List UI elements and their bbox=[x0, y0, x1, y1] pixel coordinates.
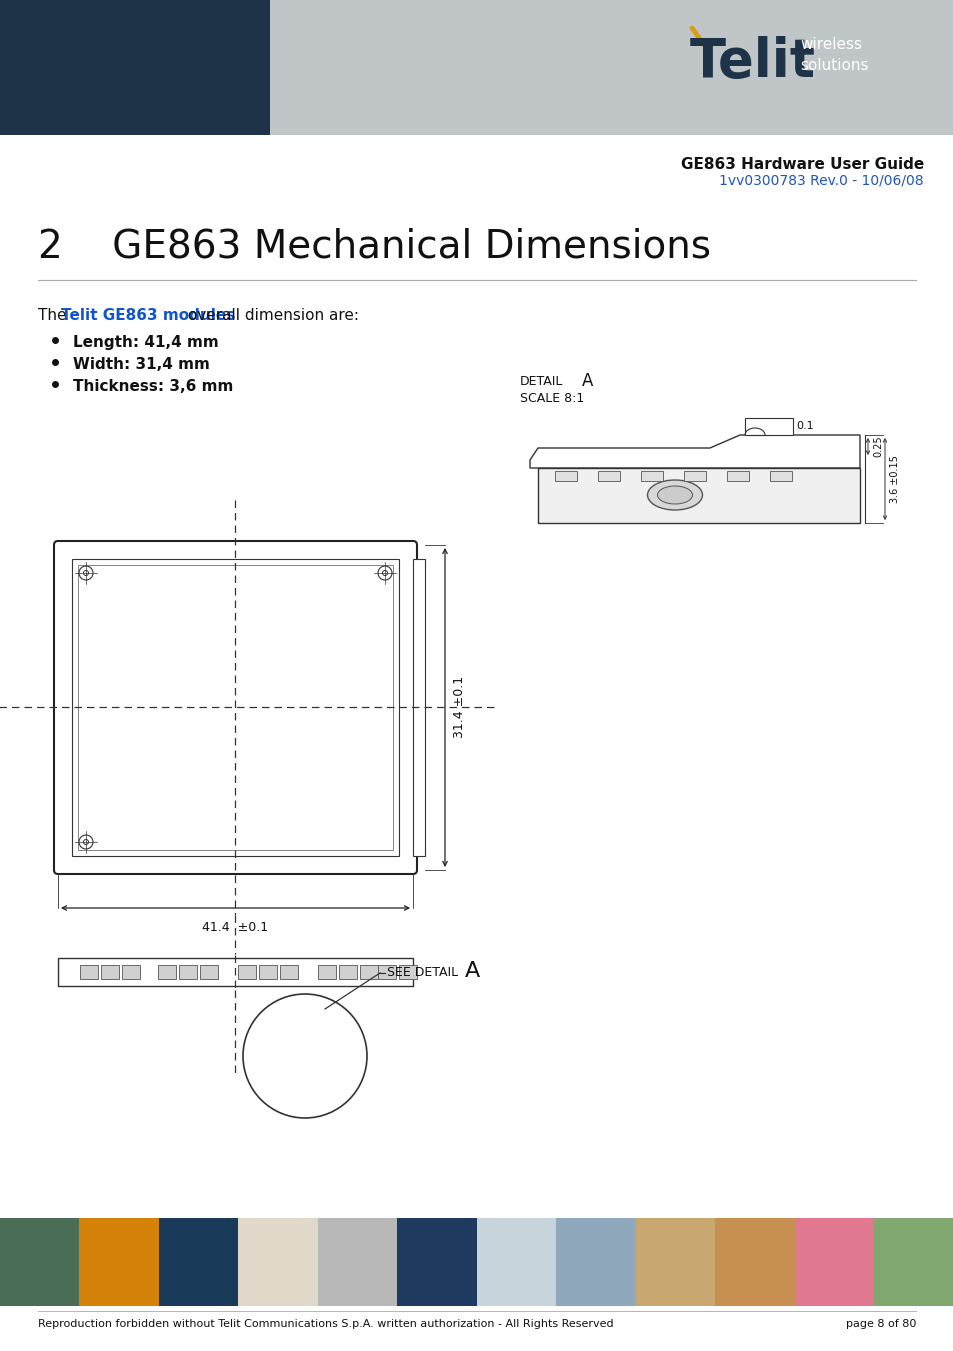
Bar bbox=[794, 1219, 875, 1306]
Bar bbox=[476, 1219, 557, 1306]
Bar bbox=[398, 965, 416, 979]
Bar bbox=[413, 559, 424, 857]
Bar bbox=[874, 1219, 953, 1306]
Bar bbox=[58, 958, 413, 986]
FancyBboxPatch shape bbox=[54, 540, 416, 874]
Bar bbox=[317, 965, 335, 979]
Bar bbox=[769, 471, 791, 481]
Text: The: The bbox=[38, 308, 71, 323]
Bar bbox=[238, 1219, 318, 1306]
Text: 0.25: 0.25 bbox=[872, 435, 882, 457]
Ellipse shape bbox=[647, 480, 701, 509]
Bar bbox=[122, 965, 140, 979]
Bar bbox=[555, 471, 577, 481]
Bar bbox=[258, 965, 276, 979]
Text: A: A bbox=[581, 372, 593, 390]
Bar bbox=[683, 471, 705, 481]
Ellipse shape bbox=[657, 486, 692, 504]
Text: 2    GE863 Mechanical Dimensions: 2 GE863 Mechanical Dimensions bbox=[38, 228, 710, 266]
Bar bbox=[280, 965, 297, 979]
Bar bbox=[359, 965, 377, 979]
Text: Telit: Telit bbox=[689, 36, 815, 88]
Text: wireless
solutions: wireless solutions bbox=[800, 36, 867, 73]
Bar bbox=[0, 1219, 80, 1306]
Bar bbox=[556, 1219, 637, 1306]
Bar bbox=[338, 965, 356, 979]
Bar bbox=[0, 0, 270, 135]
Bar bbox=[200, 965, 218, 979]
Text: 41.4  ±0.1: 41.4 ±0.1 bbox=[202, 921, 268, 934]
Bar bbox=[158, 965, 175, 979]
Bar bbox=[80, 965, 98, 979]
Text: Reproduction forbidden without Telit Communications S.p.A. written authorization: Reproduction forbidden without Telit Com… bbox=[38, 1319, 613, 1329]
Bar bbox=[159, 1219, 239, 1306]
Bar bbox=[79, 1219, 160, 1306]
Text: Telit GE863 modules: Telit GE863 modules bbox=[61, 308, 235, 323]
Bar bbox=[744, 417, 792, 435]
Text: 3.6 ±0.15: 3.6 ±0.15 bbox=[889, 455, 899, 503]
Text: Thickness: 3,6 mm: Thickness: 3,6 mm bbox=[73, 380, 233, 394]
Text: SCALE 8:1: SCALE 8:1 bbox=[519, 392, 583, 405]
Text: page 8 of 80: page 8 of 80 bbox=[844, 1319, 915, 1329]
Bar bbox=[71, 559, 398, 857]
Bar bbox=[237, 965, 255, 979]
Text: A: A bbox=[464, 961, 479, 981]
Bar bbox=[726, 471, 748, 481]
Bar bbox=[101, 965, 119, 979]
Text: 1vv0300783 Rev.0 - 10/06/08: 1vv0300783 Rev.0 - 10/06/08 bbox=[719, 174, 923, 188]
Bar bbox=[598, 471, 619, 481]
Bar bbox=[537, 467, 859, 523]
Text: GE863 Hardware User Guide: GE863 Hardware User Guide bbox=[680, 157, 923, 172]
Text: 0.1: 0.1 bbox=[795, 422, 813, 431]
Text: DETAIL: DETAIL bbox=[519, 376, 563, 388]
Text: overall dimension are:: overall dimension are: bbox=[183, 308, 358, 323]
Bar bbox=[78, 565, 393, 850]
Bar bbox=[640, 471, 662, 481]
Text: 31.4 ±0.1: 31.4 ±0.1 bbox=[453, 676, 465, 738]
Bar bbox=[636, 1219, 716, 1306]
Bar bbox=[270, 0, 953, 135]
Bar bbox=[377, 965, 395, 979]
Bar bbox=[715, 1219, 795, 1306]
Text: Width: 31,4 mm: Width: 31,4 mm bbox=[73, 357, 210, 372]
Bar bbox=[179, 965, 196, 979]
Text: Length: 41,4 mm: Length: 41,4 mm bbox=[73, 335, 218, 350]
Bar bbox=[317, 1219, 398, 1306]
Bar bbox=[397, 1219, 477, 1306]
Text: SEE DETAIL: SEE DETAIL bbox=[387, 966, 457, 979]
